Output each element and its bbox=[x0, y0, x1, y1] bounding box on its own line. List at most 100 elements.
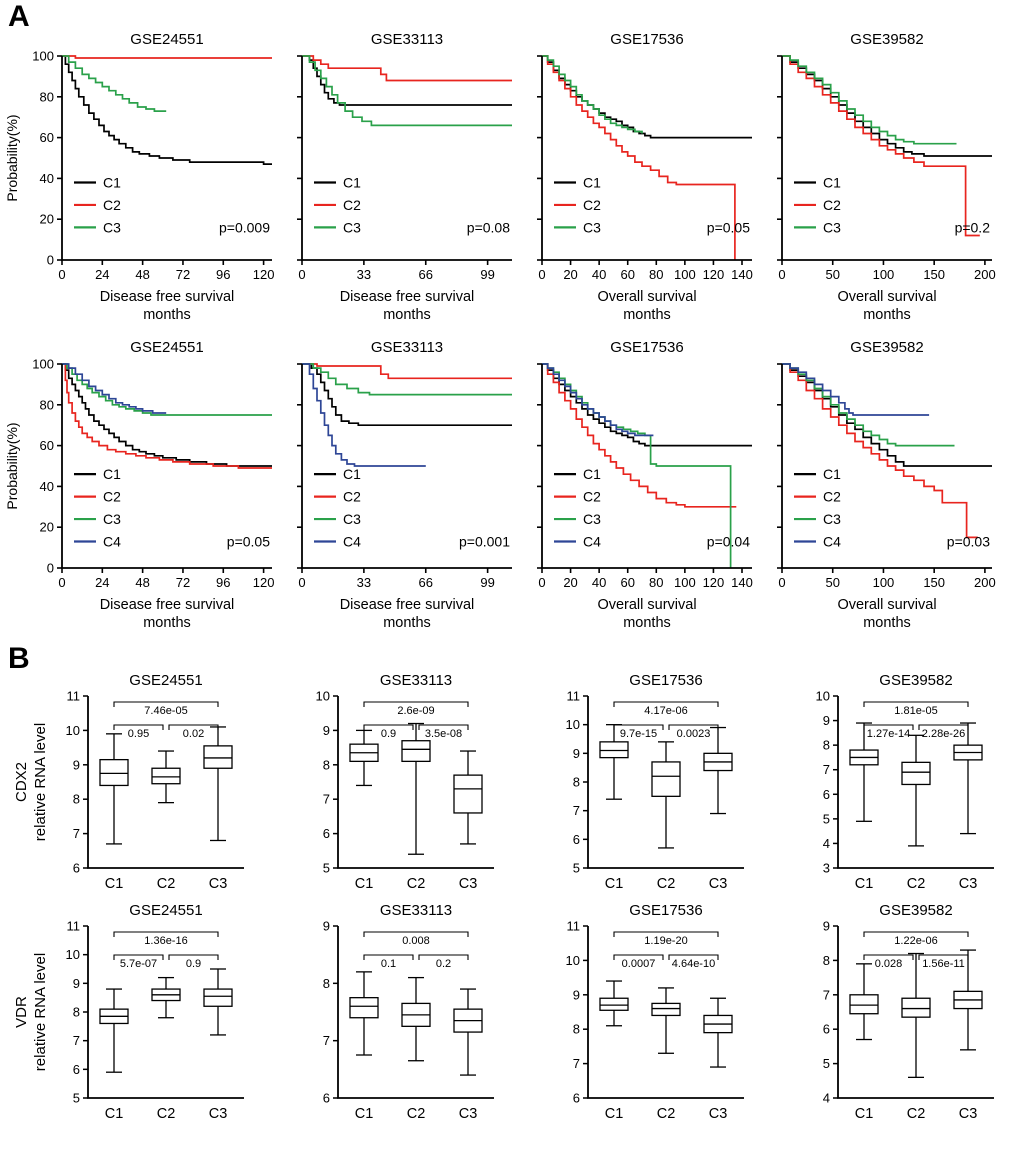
km-series-C4 bbox=[782, 363, 930, 416]
y-tick-label: 100 bbox=[32, 357, 54, 372]
km-svg: GSE24551 0 20 40 60 80 100 0 24 48 72 96 120 Probabil… bbox=[4, 31, 275, 323]
legend-label-C2: C2 bbox=[343, 197, 361, 213]
km-series-group bbox=[542, 363, 752, 568]
x-axis-title-units: months bbox=[383, 307, 431, 323]
x-axis: C1 C2 C3 bbox=[605, 876, 728, 892]
km-svg: GSE33113 0 33 66 99 Disease free survival mont… bbox=[297, 339, 512, 631]
y-tick-label: 10 bbox=[66, 947, 80, 962]
x-axis: C1 C2 C3 bbox=[105, 1106, 228, 1122]
legend-label-C2: C2 bbox=[823, 489, 841, 505]
legend-label-C2: C2 bbox=[343, 489, 361, 505]
x-category-label: C3 bbox=[459, 876, 478, 892]
legend-label-C3: C3 bbox=[583, 511, 601, 527]
y-tick-label: 40 bbox=[40, 171, 54, 186]
chart-title: GSE33113 bbox=[371, 339, 443, 356]
pvalue-label: 4.17e-06 bbox=[644, 705, 687, 717]
km-series-C3 bbox=[782, 55, 957, 145]
y-tick-label: 60 bbox=[40, 438, 54, 453]
km-series-C3 bbox=[782, 363, 955, 447]
x-category-label: C3 bbox=[709, 1106, 728, 1122]
legend-label-C1: C1 bbox=[343, 174, 361, 190]
y-tick-label: 9 bbox=[823, 919, 830, 934]
x-tick-label: 50 bbox=[825, 267, 839, 282]
legend-label-C4: C4 bbox=[103, 533, 121, 549]
x-axis: 0 24 48 72 96 120 bbox=[58, 568, 274, 590]
box-C3 bbox=[703, 726, 733, 815]
x-axis-title: Overall survival bbox=[597, 289, 696, 305]
y-tick-label: 9 bbox=[573, 987, 580, 1002]
y-axis: 5 6 7 8 9 10 11 bbox=[566, 689, 588, 876]
legend-label-C1: C1 bbox=[823, 174, 841, 190]
pvalue-bracket bbox=[863, 931, 969, 937]
pvalue-label: 4.64e-10 bbox=[672, 958, 715, 970]
km-chart-gse24551-row2: GSE24551 0 20 40 60 80 100 0 24 48 72 96 120 Probabil… bbox=[4, 336, 282, 638]
legend: C1 C2 C3 bbox=[554, 174, 601, 235]
x-tick-label: 120 bbox=[253, 267, 275, 282]
km-chart-gse17536-row1: GSE17536 0 20 40 60 80 100 120 140 Overall surviv… bbox=[530, 28, 762, 330]
pvalue-bracket bbox=[168, 724, 219, 730]
x-tick-label: 40 bbox=[592, 575, 606, 590]
x-tick-label: 33 bbox=[357, 575, 371, 590]
x-category-label: C1 bbox=[605, 1106, 624, 1122]
gene-label: CDX2 bbox=[13, 762, 30, 802]
pvalue-label: p=0.05 bbox=[227, 533, 270, 549]
pvalue-label: 0.0023 bbox=[677, 728, 711, 740]
y-tick-label: 6 bbox=[573, 832, 580, 847]
y-tick-label: 7 bbox=[823, 987, 830, 1002]
panel-a: A GSE24551 0 20 40 60 80 100 0 24 48 72 96 120 Probab… bbox=[0, 2, 1020, 638]
pvalue-label: 1.81e-05 bbox=[894, 705, 937, 717]
pvalue-bracket bbox=[668, 954, 719, 960]
y-tick-label: 8 bbox=[73, 792, 80, 807]
pvalue-bracket bbox=[418, 724, 469, 730]
legend: C1 C2 C3 bbox=[74, 174, 121, 235]
y-tick-label: 80 bbox=[40, 89, 54, 104]
y-tick-label: 11 bbox=[67, 919, 81, 934]
y-tick-label: 7 bbox=[573, 803, 580, 818]
x-tick-label: 0 bbox=[538, 575, 545, 590]
km-svg: GSE17536 0 20 40 60 80 100 120 140 Overall surviv… bbox=[537, 31, 753, 323]
chart-title: GSE39582 bbox=[850, 31, 923, 48]
y-tick-label: 5 bbox=[323, 861, 330, 876]
y-tick-label: 10 bbox=[566, 953, 580, 968]
box-C1 bbox=[849, 963, 879, 1041]
y-tick-label: 20 bbox=[40, 212, 54, 227]
km-series-group bbox=[302, 363, 512, 467]
y-tick-label: 10 bbox=[566, 717, 580, 732]
km-svg: GSE33113 0 33 66 99 Disease free survival mont… bbox=[297, 31, 512, 323]
y-tick-label: 6 bbox=[573, 1091, 580, 1106]
boxplot-svg: GSE17536 6 7 8 9 10 11 C1 C2 C3 1.19e-20 0.0007 4.64… bbox=[566, 902, 744, 1122]
y-axis: 6 7 8 9 10 11 bbox=[66, 689, 88, 876]
legend-label-C1: C1 bbox=[343, 466, 361, 482]
y-tick-label: 8 bbox=[823, 953, 830, 968]
km-svg: GSE17536 0 20 40 60 80 100 120 140 Overall surviv… bbox=[537, 339, 753, 631]
y-tick-label: 11 bbox=[567, 919, 581, 934]
y-tick-label: 100 bbox=[32, 49, 54, 64]
km-series-C1 bbox=[782, 55, 992, 157]
y-tick-label: 60 bbox=[40, 130, 54, 145]
x-tick-label: 24 bbox=[95, 575, 109, 590]
box-C2 bbox=[401, 722, 431, 855]
x-tick-label: 0 bbox=[538, 267, 545, 282]
km-series-C2 bbox=[542, 55, 736, 260]
box-C2 bbox=[651, 987, 681, 1054]
y-tick-label: 6 bbox=[73, 861, 80, 876]
pvalue-bracket bbox=[113, 931, 219, 937]
legend-label-C2: C2 bbox=[823, 197, 841, 213]
x-axis-title-units: months bbox=[623, 307, 671, 323]
y-tick-label: 3 bbox=[823, 861, 830, 876]
legend: C1 C2 C3 C4 bbox=[314, 466, 361, 549]
box-C3 bbox=[953, 722, 983, 835]
y-axis: 5 6 7 8 9 10 11 bbox=[66, 919, 88, 1106]
pvalue-bracket bbox=[113, 954, 164, 960]
box-C3 bbox=[203, 726, 233, 842]
km-chart-gse33113-row2: GSE33113 0 33 66 99 Disease free survival mont… bbox=[290, 336, 522, 638]
y-tick-label: 6 bbox=[823, 1022, 830, 1037]
box-C2 bbox=[151, 750, 181, 804]
pvalue-label: 0.008 bbox=[402, 935, 430, 947]
x-category-label: C2 bbox=[407, 876, 426, 892]
y-tick-label: 9 bbox=[73, 757, 80, 772]
km-chart-gse17536-row2: GSE17536 0 20 40 60 80 100 120 140 Overall surviv… bbox=[530, 336, 762, 638]
km-svg: GSE24551 0 20 40 60 80 100 0 24 48 72 96 120 Probabil… bbox=[4, 339, 274, 631]
x-axis-title: Disease free survival bbox=[340, 289, 475, 305]
pvalue-bracket bbox=[113, 724, 164, 730]
